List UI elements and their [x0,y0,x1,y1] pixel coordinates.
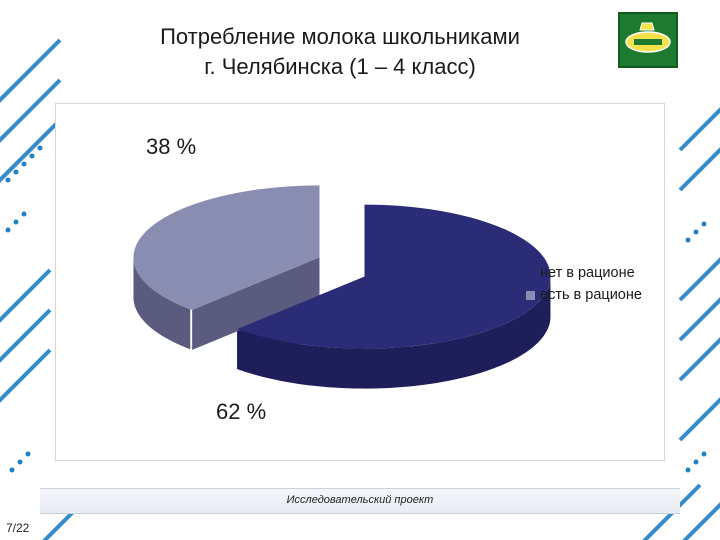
pie-slice-has-cut-0 [192,257,320,350]
pie-chart: 62 % 38 % [133,134,551,424]
legend-label-has: есть в рационе [540,287,642,303]
page-number: 7/22 [6,521,30,535]
chart-legend: нет в рационе есть в рационе [526,262,666,306]
data-label-none: 62 % [216,399,266,424]
deco-stripe [682,502,720,540]
title-line-1: Потребление молока школьниками [160,24,520,49]
title-line-2: г. Челябинска (1 – 4 класс) [204,54,476,79]
deco-stripe [0,268,52,323]
footer-bar: Исследовательский проект [40,488,680,514]
deco-stripe [0,118,62,183]
legend-label-none: нет в рационе [540,265,635,281]
legend-item-none: нет в рационе [526,262,666,284]
pie-slice-none [237,204,551,349]
pie-slice-none-side [237,278,551,389]
milk-company-logo-icon [618,12,678,68]
legend-swatch-none [526,268,535,278]
slide-title: Потребление молока школьниками г. Челяби… [80,22,600,82]
deco-stripe [678,337,720,382]
deco-stripe [678,297,720,342]
deco-stripe [678,257,720,302]
deco-stripe [0,78,62,143]
chart-panel: 62 % 38 % нет в рационе есть в рационе [55,103,665,461]
logo-graphic [625,22,671,53]
deco-stripe [0,38,62,103]
deco-stripe [678,107,720,152]
pie-slice-has [133,185,320,310]
pie-slice-has-side [133,257,191,350]
deco-stripe [0,308,52,363]
deco-stripe [678,397,720,442]
deco-stripe [678,147,720,192]
legend-item-has: есть в рационе [526,284,666,306]
legend-swatch-has [526,290,535,300]
footer-text: Исследовательский проект [286,494,434,506]
deco-stripe [0,348,52,403]
data-label-has: 38 % [146,134,196,159]
deco-stripe [642,483,702,540]
